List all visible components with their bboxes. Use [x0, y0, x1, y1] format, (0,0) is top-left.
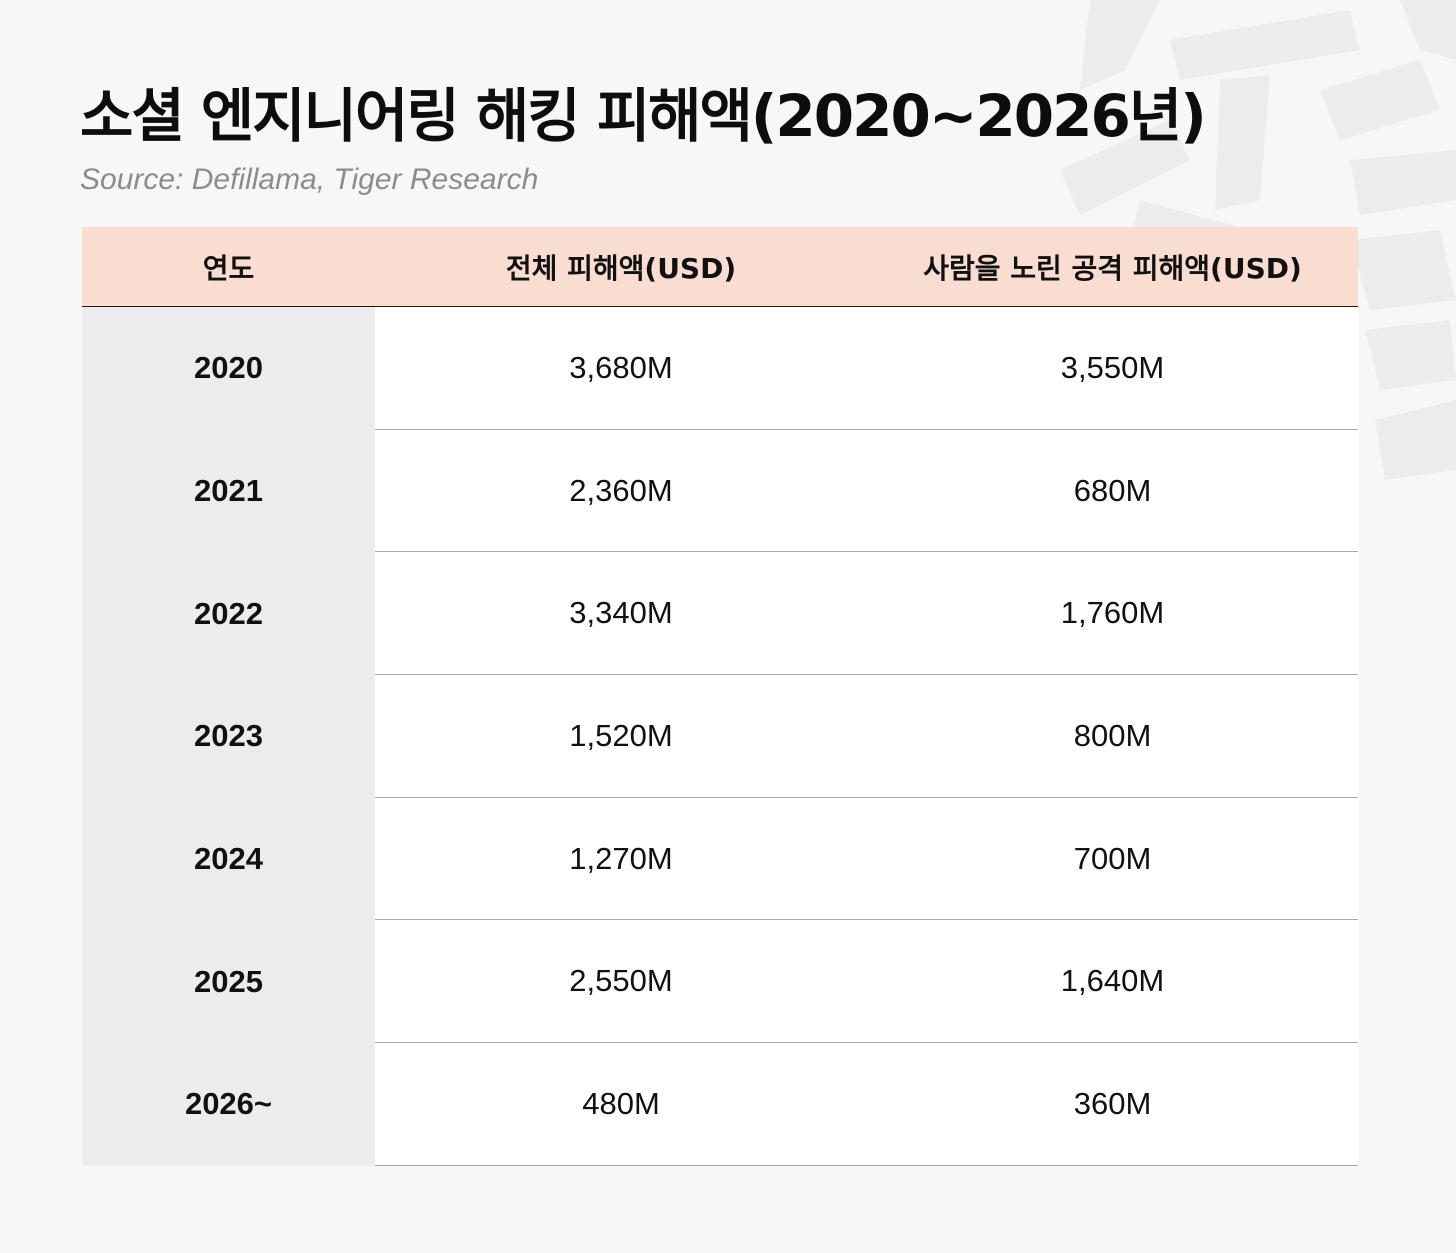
human-damage-cell: 680M — [1073, 472, 1152, 508]
total-damage-cell: 480M — [582, 1085, 660, 1121]
header-total-damage: 전체 피해액(USD) — [505, 251, 737, 285]
human-damage-cell: 1,640M — [1060, 963, 1165, 999]
table-row: 2022 3,340M 1,760M — [82, 552, 1358, 676]
human-damage-cell: 3,550M — [1060, 349, 1165, 385]
human-damage-cell: 700M — [1073, 840, 1152, 876]
total-damage-cell: 3,340M — [569, 595, 673, 631]
header-human-targeted-damage: 사람을 노린 공격 피해액(USD) — [923, 251, 1302, 285]
source-caption: Source: Defillama, Tiger Research — [80, 163, 539, 196]
table-row: 2021 2,360M 680M — [82, 429, 1358, 553]
human-damage-cell: 360M — [1073, 1085, 1152, 1121]
total-damage-cell: 3,680M — [569, 349, 673, 385]
table-header: 연도 전체 피해액(USD) 사람을 노린 공격 피해액(USD) — [82, 227, 1358, 307]
human-damage-cell: 800M — [1073, 717, 1152, 753]
year-cell: 2026~ — [82, 1043, 375, 1166]
table-row: 2023 1,520M 800M — [82, 675, 1358, 798]
total-damage-cell: 1,270M — [569, 840, 673, 876]
damage-table: 연도 전체 피해액(USD) 사람을 노린 공격 피해액(USD) 2020 3… — [82, 227, 1358, 1166]
table-row: 2020 3,680M 3,550M — [82, 307, 1358, 430]
total-damage-cell: 2,360M — [569, 472, 673, 508]
page-title: 소셜 엔지니어링 해킹 피해액(2020~2026년) — [80, 82, 1207, 150]
table-row: 2025 2,550M 1,640M — [82, 920, 1358, 1044]
year-cell: 2025 — [82, 920, 375, 1044]
year-cell: 2022 — [82, 552, 375, 676]
total-damage-cell: 2,550M — [569, 963, 673, 999]
year-cell: 2021 — [82, 429, 375, 553]
table-row: 2024 1,270M 700M — [82, 797, 1358, 921]
year-cell: 2023 — [82, 675, 375, 798]
total-damage-cell: 1,520M — [569, 717, 673, 753]
human-damage-cell: 1,760M — [1060, 595, 1165, 631]
table-row: 2026~ 480M 360M — [82, 1043, 1358, 1166]
header-year: 연도 — [202, 251, 255, 285]
year-cell: 2020 — [82, 307, 375, 430]
year-cell: 2024 — [82, 797, 375, 921]
